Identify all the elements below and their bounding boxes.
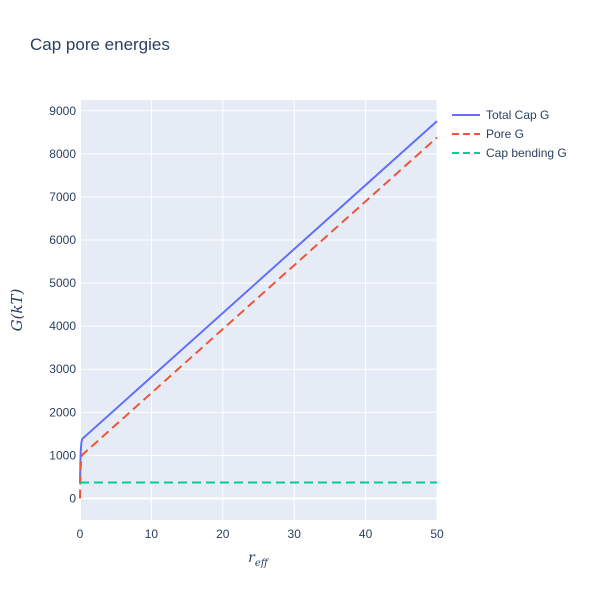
legend-label: Pore G xyxy=(486,127,524,141)
legend-label: Total Cap G xyxy=(486,108,549,122)
y-tick-label: 6000 xyxy=(49,233,76,247)
plot-area xyxy=(80,100,437,520)
y-tick-label: 9000 xyxy=(49,104,76,118)
x-tick-label: 20 xyxy=(216,527,230,541)
y-axis-title: G(kT) xyxy=(8,288,26,331)
legend-label: Cap bending G xyxy=(486,146,567,160)
y-tick-label: 5000 xyxy=(49,276,76,290)
x-tick-label: 30 xyxy=(288,527,302,541)
y-tick-labels: 0 1000 2000 3000 4000 5000 6000 7000 8000 9000 xyxy=(49,104,76,506)
y-tick-label: 1000 xyxy=(49,448,76,462)
y-tick-label: 8000 xyxy=(49,147,76,161)
x-tick-labels: 0 10 20 30 40 50 xyxy=(77,527,444,541)
chart-title: Cap pore energies xyxy=(30,35,170,54)
y-tick-label: 2000 xyxy=(49,405,76,419)
y-tick-label: 4000 xyxy=(49,319,76,333)
y-tick-label: 7000 xyxy=(49,190,76,204)
y-tick-label: 3000 xyxy=(49,362,76,376)
x-axis-title: reff xyxy=(248,550,270,569)
legend: Total Cap G Pore G Cap bending G xyxy=(452,108,567,160)
x-tick-label: 40 xyxy=(359,527,373,541)
y-tick-label: 0 xyxy=(69,491,76,505)
x-tick-label: 50 xyxy=(430,527,444,541)
x-tick-label: 10 xyxy=(145,527,159,541)
y-gridlines xyxy=(80,110,437,456)
x-tick-label: 0 xyxy=(77,527,84,541)
series-layer xyxy=(79,120,438,499)
